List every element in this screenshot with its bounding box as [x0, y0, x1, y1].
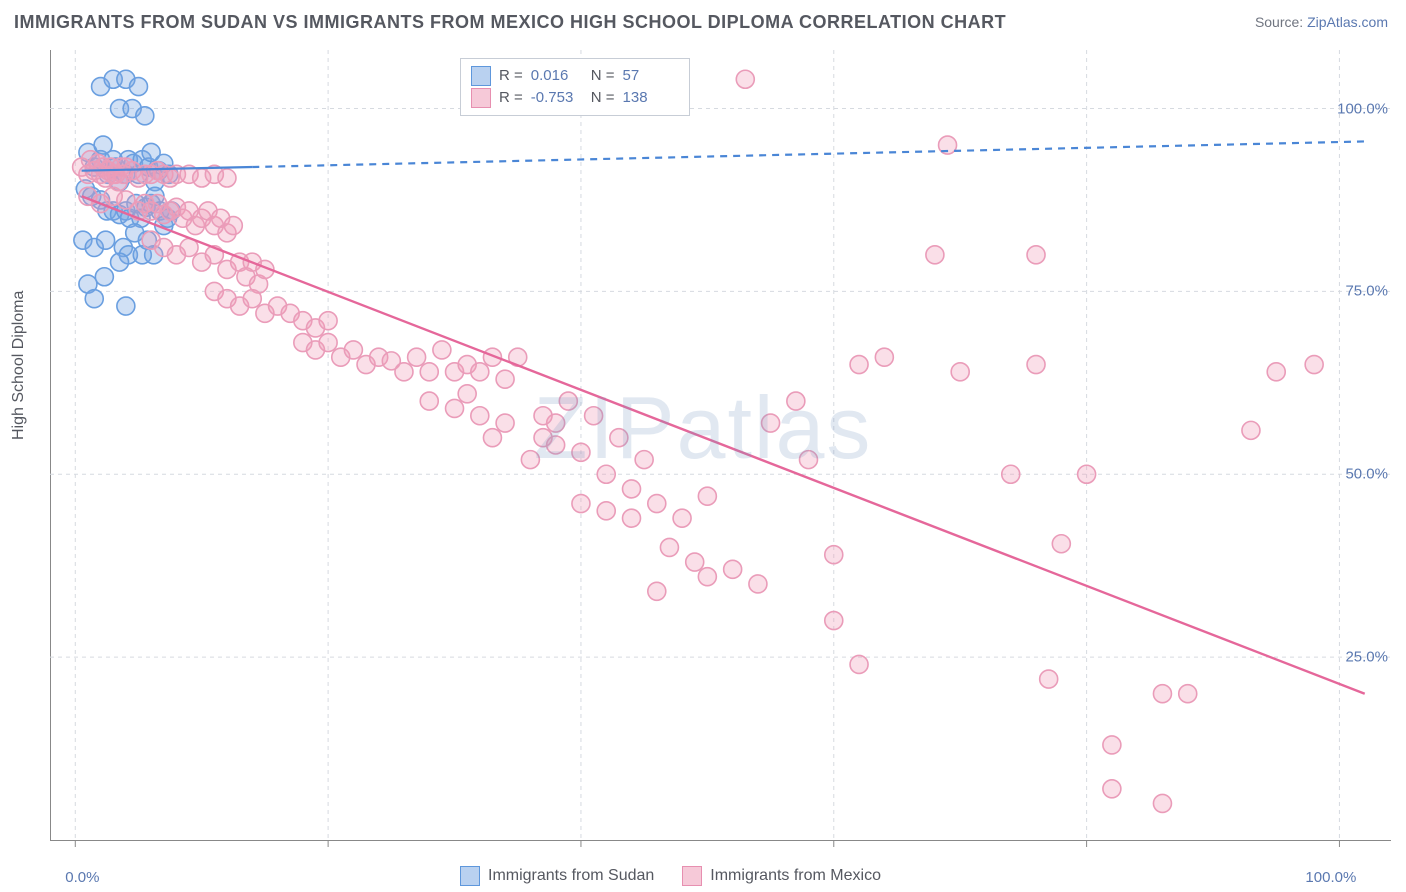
legend-item-sudan: Immigrants from Sudan	[460, 866, 654, 886]
swatch-sudan	[471, 66, 491, 86]
swatch-mexico-icon	[682, 866, 702, 886]
source-value: ZipAtlas.com	[1307, 14, 1388, 30]
legend-row-sudan: R = 0.016 N = 57	[471, 65, 675, 87]
series-legend: Immigrants from Sudan Immigrants from Me…	[460, 866, 881, 886]
y-axis-label: High School Diploma	[10, 291, 28, 440]
ytick-label: 50.0%	[1345, 466, 1388, 483]
xtick-label-left: 0.0%	[65, 869, 99, 886]
legend-label-sudan: Immigrants from Sudan	[488, 867, 654, 885]
legend-row-mexico: R = -0.753 N = 138	[471, 87, 675, 109]
r-label: R =	[499, 65, 523, 87]
r-value-mexico: -0.753	[531, 87, 583, 109]
source-attribution: Source: ZipAtlas.com	[1255, 14, 1388, 30]
n-value-mexico: 138	[623, 87, 675, 109]
n-label: N =	[591, 87, 615, 109]
r-label: R =	[499, 87, 523, 109]
xtick-label-right: 100.0%	[1305, 869, 1356, 886]
n-label: N =	[591, 65, 615, 87]
scatter-plot	[50, 50, 1390, 840]
ytick-label: 75.0%	[1345, 283, 1388, 300]
chart-title: IMMIGRANTS FROM SUDAN VS IMMIGRANTS FROM…	[14, 12, 1006, 33]
legend-item-mexico: Immigrants from Mexico	[682, 866, 881, 886]
ytick-label: 25.0%	[1345, 649, 1388, 666]
ytick-label: 100.0%	[1337, 100, 1388, 117]
r-value-sudan: 0.016	[531, 65, 583, 87]
source-label: Source:	[1255, 14, 1303, 30]
swatch-sudan-icon	[460, 866, 480, 886]
swatch-mexico	[471, 88, 491, 108]
n-value-sudan: 57	[623, 65, 675, 87]
legend-label-mexico: Immigrants from Mexico	[710, 867, 881, 885]
correlation-legend: R = 0.016 N = 57 R = -0.753 N = 138	[460, 58, 690, 116]
